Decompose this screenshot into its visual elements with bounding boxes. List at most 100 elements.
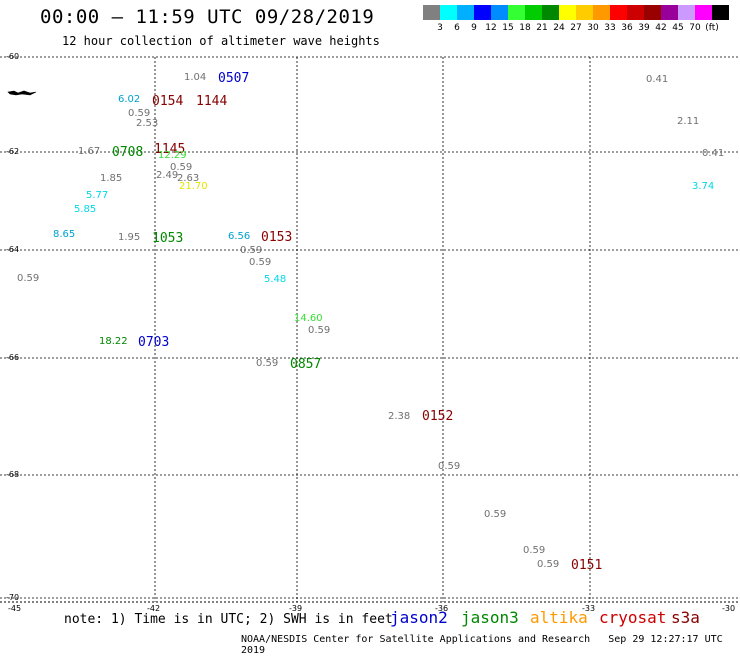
wave-height-label: 1.85 xyxy=(100,173,123,184)
legend-label: 15 xyxy=(502,23,514,33)
legend-swatch xyxy=(423,5,440,20)
satellite-name: jason2 xyxy=(390,608,448,627)
legend-swatch xyxy=(440,5,457,20)
longitude-label: -42 xyxy=(147,604,161,613)
wave-height-label: 18.22 xyxy=(99,336,128,347)
legend-swatch xyxy=(661,5,678,20)
pass-time-label: 1053 xyxy=(152,231,184,246)
wave-height-label: 5.48 xyxy=(264,274,287,285)
legend-swatch xyxy=(593,5,610,20)
legend-swatch xyxy=(525,5,542,20)
legend-label: 6 xyxy=(454,23,460,33)
latitude-label: -66 xyxy=(6,353,20,362)
wave-height-label: 0.59 xyxy=(240,245,263,256)
legend-label: 18 xyxy=(519,23,531,33)
latitude-label: -70 xyxy=(6,593,20,602)
wave-height-label: 6.56 xyxy=(228,231,251,242)
legend-swatch xyxy=(457,5,474,20)
wave-height-label: 5.77 xyxy=(86,190,109,201)
pass-time-label: 0154 xyxy=(152,94,184,109)
wave-height-label: 0.59 xyxy=(484,509,507,520)
latitude-label: -68 xyxy=(6,470,20,479)
satellite-name: jason3 xyxy=(461,608,519,627)
wave-height-label: 8.65 xyxy=(53,229,76,240)
wave-height-label: 2.53 xyxy=(136,118,159,129)
wave-height-label: 5.85 xyxy=(74,204,97,215)
wave-height-label: 2.49 xyxy=(156,170,179,181)
legend-swatch xyxy=(542,5,559,20)
legend-label: 9 xyxy=(471,23,477,33)
legend-label: 42 xyxy=(655,23,667,33)
wave-height-label: 3.74 xyxy=(692,181,715,192)
wave-height-label: 0.59 xyxy=(17,273,40,284)
wave-height-label: 1.67 xyxy=(78,146,101,157)
pass-time-label: 0703 xyxy=(138,335,170,350)
legend-swatch xyxy=(474,5,491,20)
graticule xyxy=(0,56,740,602)
wave-height-label: 0.59 xyxy=(537,559,560,570)
latitude-label: -62 xyxy=(6,147,20,156)
legend-swatch xyxy=(508,5,525,20)
map-title: 00:00 – 11:59 UTC 09/28/2019 xyxy=(40,6,375,28)
credit-text: NOAA/NESDIS Center for Satellite Applica… xyxy=(241,634,591,645)
wave-height-label: 2.38 xyxy=(388,411,411,422)
pass-time-label: 0708 xyxy=(112,145,144,160)
wave-height-label: 12.29 xyxy=(158,150,187,161)
wave-height-label: 0.59 xyxy=(523,545,546,556)
latitude-label: -64 xyxy=(6,245,20,254)
satellite-name: altika xyxy=(530,608,588,627)
wave-height-label: 0.59 xyxy=(128,108,151,119)
island-outline xyxy=(7,90,37,96)
legend-swatch xyxy=(576,5,593,20)
wave-height-label: 2.11 xyxy=(677,116,700,127)
pass-time-label: 0857 xyxy=(290,357,322,372)
satellite-name: s3a xyxy=(671,608,700,627)
wave-height-label: 0.59 xyxy=(438,461,461,472)
wave-height-label: 14.60 xyxy=(294,313,323,324)
footer-note: note: 1) Time is in UTC; 2) SWH is in fe… xyxy=(64,612,393,627)
wave-height-label: 6.02 xyxy=(118,94,141,105)
legend-swatch xyxy=(644,5,661,20)
legend-label: 39 xyxy=(638,23,650,33)
longitude-label: -36 xyxy=(435,604,449,613)
legend-label: (ft) xyxy=(705,23,719,33)
longitude-label: -39 xyxy=(289,604,303,613)
legend-swatch xyxy=(627,5,644,20)
footer-credit: NOAA/NESDIS Center for Satellite Applica… xyxy=(241,634,740,656)
wave-height-label: 0.59 xyxy=(256,358,279,369)
legend-swatch xyxy=(695,5,712,20)
wave-height-label: 0.59 xyxy=(249,257,272,268)
legend-label: 21 xyxy=(536,23,548,33)
legend-label: 36 xyxy=(621,23,633,33)
wave-height-label: 0.59 xyxy=(308,325,331,336)
legend-label: 30 xyxy=(587,23,599,33)
legend-label: 27 xyxy=(570,23,582,33)
wave-height-label: 0.41 xyxy=(646,74,669,85)
legend-swatch xyxy=(610,5,627,20)
wave-height-label: 1.04 xyxy=(184,72,207,83)
legend-label: 24 xyxy=(553,23,565,33)
latitude-label: -60 xyxy=(6,52,20,61)
legend-label: 3 xyxy=(437,23,443,33)
map-subtitle: 12 hour collection of altimeter wave hei… xyxy=(62,34,380,48)
satellite-name: cryosat xyxy=(599,608,667,627)
longitude-label: -33 xyxy=(582,604,596,613)
longitude-label: -45 xyxy=(8,604,22,613)
legend-label: 12 xyxy=(485,23,497,33)
legend-swatch xyxy=(712,5,729,20)
legend-swatch xyxy=(559,5,576,20)
pass-time-label: 0151 xyxy=(571,558,603,573)
legend-label: 45 xyxy=(672,23,684,33)
pass-time-label: 0152 xyxy=(422,409,454,424)
wave-height-label: 0.59 xyxy=(170,162,193,173)
legend-label: 70 xyxy=(689,23,701,33)
legend-label: 33 xyxy=(604,23,616,33)
longitude-label: -30 xyxy=(722,604,736,613)
legend-swatch xyxy=(678,5,695,20)
pass-time-label: 0507 xyxy=(218,71,250,86)
pass-time-label: 0153 xyxy=(261,230,293,245)
wave-height-label: 21.70 xyxy=(179,181,208,192)
wave-height-label: 1.95 xyxy=(118,232,141,243)
wave-height-label: 2.63 xyxy=(177,173,200,184)
